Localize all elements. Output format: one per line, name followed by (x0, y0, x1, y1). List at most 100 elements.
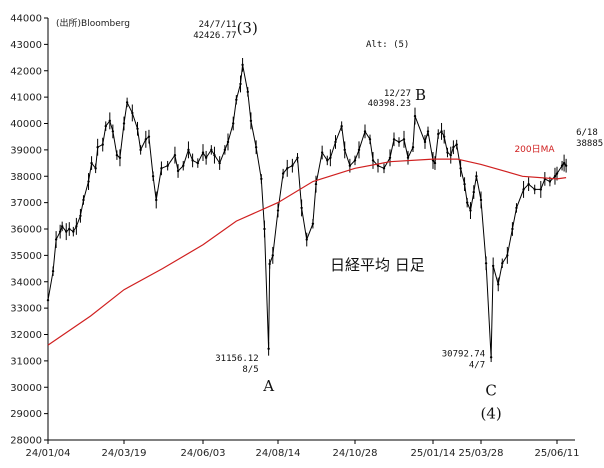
price-point (291, 164, 294, 167)
price-point (139, 148, 142, 152)
price-point (276, 209, 280, 212)
y-tick-label: 38000 (10, 172, 42, 183)
annotation-label: 8/5 (242, 365, 258, 375)
price-point (320, 151, 324, 154)
price-point (497, 283, 500, 286)
price-point (472, 190, 475, 194)
price-point (160, 167, 163, 170)
price-point (553, 175, 557, 178)
price-point (475, 175, 478, 178)
price-point (548, 180, 552, 183)
price-point (442, 135, 446, 138)
price-point (326, 159, 329, 162)
price-point (147, 135, 151, 138)
annotation-label: 12/27 (384, 89, 411, 99)
price-point (329, 156, 332, 159)
price-point (72, 230, 75, 233)
annotation-label: (3) (237, 19, 258, 37)
price-point (431, 159, 435, 162)
price-point (423, 140, 427, 144)
price-point (166, 164, 169, 167)
price-point (311, 222, 315, 225)
price-point (204, 156, 208, 159)
y-tick-label: 33000 (10, 304, 42, 315)
price-point (388, 156, 392, 159)
price-point (187, 148, 190, 152)
price-point (368, 138, 372, 141)
price-point (286, 167, 289, 170)
price-point (564, 164, 568, 167)
price-point (413, 114, 417, 118)
y-tick-label: 30000 (10, 383, 42, 394)
price-point (300, 206, 303, 210)
price-point (173, 153, 177, 157)
price-point (484, 262, 488, 265)
price-point (191, 159, 194, 162)
series-line-200-day-ma (47, 158, 567, 346)
price-point (539, 188, 542, 191)
price-point (426, 130, 430, 133)
price-point (246, 90, 249, 94)
price-point (382, 167, 386, 170)
y-tick-label: 29000 (10, 409, 42, 420)
price-point (54, 238, 58, 241)
price-point (455, 143, 458, 146)
price-point (115, 153, 119, 157)
annotation-label: 40398.23 (368, 99, 411, 109)
price-point (479, 198, 483, 202)
price-point (465, 201, 469, 204)
price-point (314, 182, 318, 186)
price-point (94, 167, 97, 170)
price-point (348, 164, 352, 167)
y-tick-label: 42000 (10, 66, 42, 77)
price-point (111, 130, 115, 133)
price-point (296, 156, 299, 159)
price-point (560, 164, 564, 167)
price-point (131, 111, 134, 115)
x-tick-label: 25/06/11 (535, 448, 580, 459)
price-point (340, 124, 343, 128)
price-point (463, 182, 466, 186)
y-tick-label: 31000 (10, 356, 42, 367)
price-point (176, 169, 180, 173)
price-point (254, 146, 258, 149)
x-tick-label: 24/06/03 (181, 448, 226, 459)
price-point (232, 122, 235, 125)
series-layer (46, 57, 568, 363)
x-tick-label: 25/03/28 (459, 448, 504, 459)
price-point (511, 227, 514, 231)
price-point (371, 159, 375, 162)
price-point (489, 356, 493, 359)
price-point (125, 101, 129, 104)
annotation-label: B (415, 86, 426, 104)
price-point (527, 182, 530, 186)
price-point (87, 180, 90, 183)
x-tick-label: 24/03/19 (102, 448, 147, 459)
price-point (79, 214, 82, 218)
price-point (452, 146, 455, 149)
annotation-label: 31156.12 (215, 354, 258, 364)
price-point (363, 130, 367, 133)
price-point (515, 206, 518, 210)
price-point (155, 198, 158, 202)
price-point (263, 227, 266, 231)
price-point (75, 225, 78, 228)
price-point (136, 127, 139, 130)
y-tick-label: 35000 (10, 251, 42, 262)
price-point (343, 148, 346, 152)
price-point (437, 132, 440, 136)
price-point (433, 161, 437, 165)
price-point (392, 138, 396, 141)
y-tick-label: 34000 (10, 277, 42, 288)
price-point (46, 299, 50, 302)
price-point (226, 140, 230, 144)
price-point (267, 347, 270, 350)
price-point (406, 156, 410, 159)
annotation-label: 4/7 (469, 360, 485, 370)
y-tick-label: 36000 (10, 225, 42, 236)
price-point (268, 262, 271, 266)
chart-title: 日経平均 日足 (330, 256, 425, 274)
x-tick-label: 25/01/14 (411, 448, 456, 459)
price-point (90, 161, 93, 165)
